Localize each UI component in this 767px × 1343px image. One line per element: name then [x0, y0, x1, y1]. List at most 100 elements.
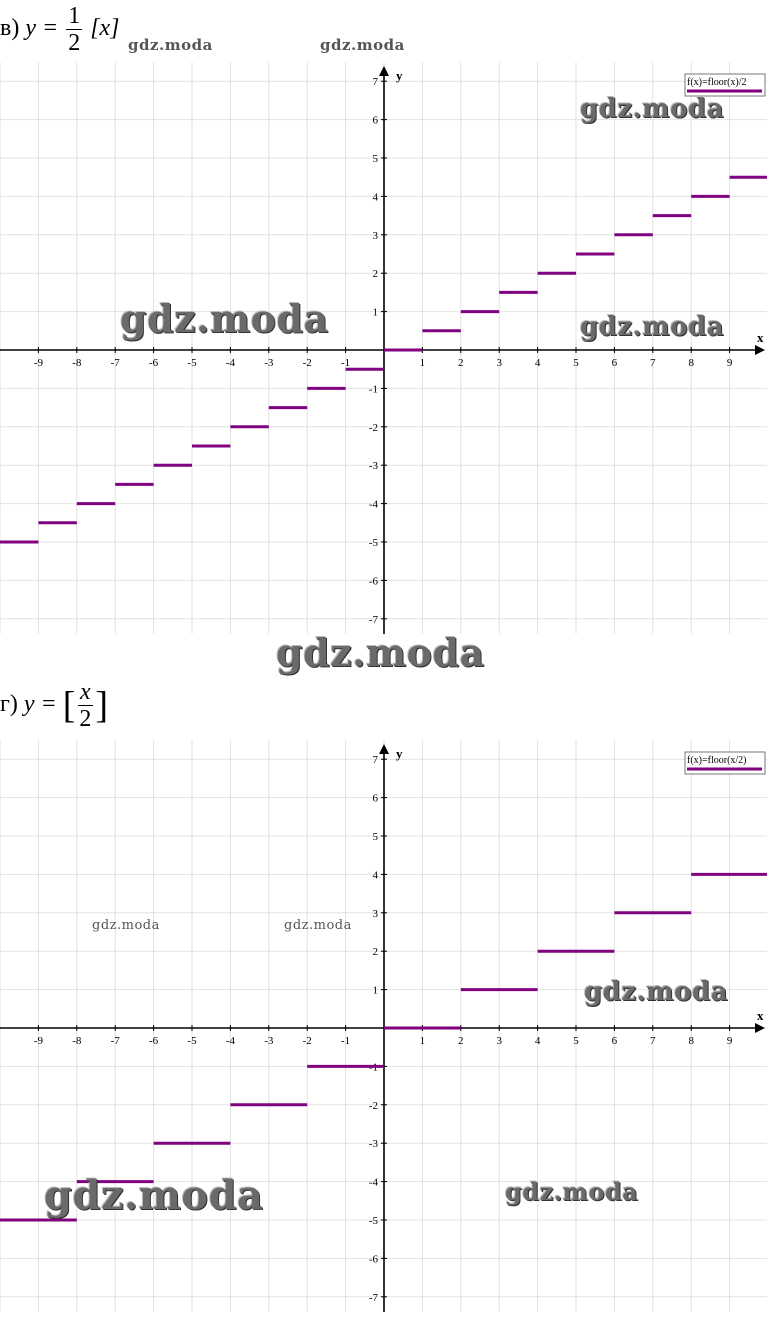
y-tick-label: -7 — [369, 614, 379, 626]
problem-eq-b: y = — [25, 15, 59, 42]
fraction-den-b: 2 — [68, 30, 81, 56]
watermark: gdz.moda — [584, 977, 729, 1007]
x-axis-label: x — [757, 330, 764, 345]
x-tick-label: 5 — [573, 357, 579, 369]
y-tick-label: 3 — [373, 230, 379, 242]
watermark: gdz.moda — [320, 36, 405, 54]
y-tick-label: 4 — [373, 869, 379, 881]
y-tick-label: -2 — [369, 422, 378, 434]
bracket-right: ] — [95, 684, 109, 727]
y-axis-arrow — [379, 66, 389, 76]
legend-label: f(x)=floor(x/2) — [687, 755, 747, 766]
legend: f(x)=floor(x/2) — [684, 751, 766, 775]
watermark: gdz.moda — [128, 36, 213, 54]
y-tick-label: 1 — [373, 985, 379, 997]
problem-label-g: г) y = [ x 2 ] — [0, 680, 108, 731]
x-tick-label: -3 — [264, 357, 274, 369]
y-tick-label: -4 — [369, 499, 379, 511]
series — [0, 175, 767, 544]
bracket-left: [ — [62, 684, 76, 727]
watermark: gdz.moda — [92, 918, 160, 933]
x-axis-label: x — [757, 1008, 764, 1023]
chart-b-svg: xy-9-8-7-6-5-4-3-2-1123456789-9-8-7-6-5-… — [0, 62, 767, 634]
y-tick-label: 5 — [373, 831, 379, 843]
x-tick-label: -4 — [226, 357, 236, 369]
fraction-g: x 2 — [77, 680, 93, 731]
x-tick-label: -7 — [111, 1035, 121, 1047]
x-tick-label: 9 — [727, 1035, 733, 1047]
problem-label-b: в) y = 1 2 [x] — [0, 4, 120, 55]
x-tick-label: 8 — [688, 357, 694, 369]
y-tick-label: -3 — [369, 1138, 379, 1150]
x-tick-label: -2 — [303, 357, 312, 369]
y-tick-label: 3 — [373, 908, 379, 920]
y-tick-label: 2 — [373, 946, 379, 958]
y-tick-label: -6 — [369, 1253, 379, 1265]
x-tick-label: 6 — [612, 1035, 618, 1047]
x-tick-label: -6 — [149, 1035, 159, 1047]
x-tick-label: 2 — [458, 1035, 464, 1047]
y-tick-label: 2 — [373, 268, 379, 280]
x-tick-label: 9 — [727, 357, 733, 369]
x-tick-label: -9 — [34, 357, 44, 369]
legend: f(x)=floor(x)/2 — [684, 73, 766, 97]
y-tick-label: -6 — [369, 575, 379, 587]
x-tick-label: 1 — [420, 1035, 426, 1047]
y-tick-label: 6 — [373, 115, 379, 127]
x-tick-label: 8 — [688, 1035, 694, 1047]
y-tick-label: -2 — [369, 1100, 378, 1112]
x-tick-label: 6 — [612, 357, 618, 369]
y-tick-label: -5 — [369, 537, 379, 549]
x-axis-arrow — [755, 345, 765, 355]
fraction-b: 1 2 — [66, 3, 83, 56]
chart-g-svg: xy-9-8-7-6-5-4-3-2-1123456789-9-8-7-6-5-… — [0, 740, 767, 1312]
x-tick-label: -5 — [187, 357, 197, 369]
chart-g: xy-9-8-7-6-5-4-3-2-1123456789-9-8-7-6-5-… — [0, 740, 767, 1312]
x-tick-label: 3 — [496, 357, 502, 369]
y-tick-label: -5 — [369, 1215, 379, 1227]
x-tick-label: 1 — [420, 357, 426, 369]
x-tick-label: -1 — [341, 1035, 350, 1047]
watermark: gdz.moda — [580, 312, 725, 342]
x-tick-label: -9 — [34, 1035, 44, 1047]
problem-prefix-g: г) — [0, 691, 18, 718]
x-tick-label: -5 — [187, 1035, 197, 1047]
y-axis-arrow — [379, 744, 389, 754]
series — [0, 872, 767, 1222]
watermark: gdz.moda — [580, 94, 725, 124]
x-tick-label: 7 — [650, 357, 656, 369]
x-tick-label: -2 — [303, 1035, 312, 1047]
watermark: gdz.moda — [120, 296, 329, 341]
legend-label: f(x)=floor(x)/2 — [687, 77, 747, 88]
y-tick-label: -3 — [369, 460, 379, 472]
y-axis-label: y — [396, 746, 403, 761]
watermark: gdz.moda — [276, 630, 485, 675]
x-tick-label: -4 — [226, 1035, 236, 1047]
y-tick-label: -1 — [369, 383, 378, 395]
fraction-num-b: 1 — [66, 3, 83, 30]
y-tick-label: 5 — [373, 153, 379, 165]
x-tick-label: 4 — [535, 357, 541, 369]
watermark: gdz.moda — [284, 918, 352, 933]
y-tick-label: -4 — [369, 1177, 379, 1189]
y-axis-label: y — [396, 68, 403, 83]
fraction-num-g: x — [78, 679, 93, 706]
x-tick-label: 3 — [496, 1035, 502, 1047]
y-tick-label: 6 — [373, 793, 379, 805]
y-tick-label: 4 — [373, 191, 379, 203]
x-tick-label: -8 — [72, 357, 82, 369]
fraction-den-g: 2 — [79, 706, 92, 732]
x-tick-label: -6 — [149, 357, 159, 369]
x-axis-arrow — [755, 1023, 765, 1033]
chart-b: xy-9-8-7-6-5-4-3-2-1123456789-9-8-7-6-5-… — [0, 62, 767, 634]
y-tick-label: 7 — [373, 76, 379, 88]
x-tick-label: 7 — [650, 1035, 656, 1047]
x-tick-label: -7 — [111, 357, 121, 369]
x-tick-label: -3 — [264, 1035, 274, 1047]
x-tick-label: 5 — [573, 1035, 579, 1047]
y-tick-label: 1 — [373, 307, 379, 319]
watermark: gdz.moda — [44, 1172, 264, 1219]
y-tick-label: 7 — [373, 754, 379, 766]
x-tick-label: -1 — [341, 357, 350, 369]
x-tick-label: 2 — [458, 357, 464, 369]
